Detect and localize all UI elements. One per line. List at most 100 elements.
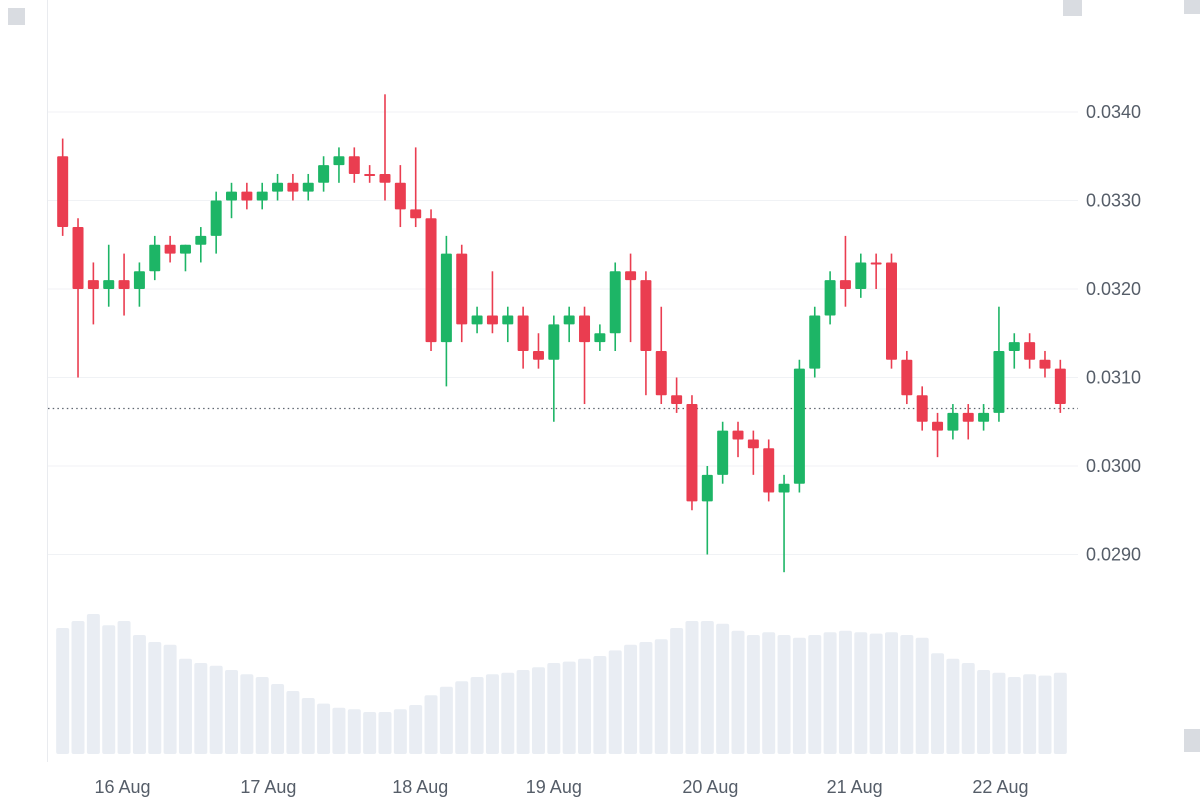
candle-body[interactable] [993,350,1005,413]
volume-bar[interactable] [639,642,653,754]
candle-body[interactable] [732,430,744,440]
volume-bar[interactable] [485,674,499,754]
volume-bar[interactable] [547,663,561,754]
candle-body[interactable] [502,315,514,325]
candle-body[interactable] [625,271,637,281]
volume-bar[interactable] [1053,672,1067,754]
candle-body[interactable] [471,315,483,325]
candle-body[interactable] [379,173,391,183]
candle-body[interactable] [456,253,468,325]
candle-body[interactable] [594,333,606,343]
candle-body[interactable] [348,156,360,174]
candle-body[interactable] [210,200,222,236]
candle-body[interactable] [410,209,422,219]
candle-body[interactable] [425,218,437,343]
volume-bar[interactable] [516,670,530,754]
volume-bar[interactable] [194,663,208,754]
volume-bar[interactable] [900,635,914,754]
volume-bar[interactable] [716,623,730,754]
candle-body[interactable] [885,262,897,360]
volume-bar[interactable] [1007,677,1021,754]
volume-bar[interactable] [332,707,346,754]
volume-bar[interactable] [363,712,377,754]
candle-body[interactable] [839,280,851,289]
volume-bar[interactable] [931,653,945,754]
candle-body[interactable] [87,280,99,289]
volume-bar[interactable] [102,625,116,754]
candle-body[interactable] [364,173,376,176]
volume-bar[interactable] [86,614,100,754]
candle-body[interactable] [809,315,821,369]
candle-body[interactable] [302,182,314,192]
candle-body[interactable] [686,404,698,502]
volume-bar[interactable] [178,658,192,754]
candle-body[interactable] [287,182,299,192]
volume-bar[interactable] [670,628,684,754]
volume-bar[interactable] [209,665,223,754]
candle-body[interactable] [486,315,498,325]
candle-body[interactable] [241,191,253,201]
volume-bar[interactable] [286,691,300,754]
volume-bar[interactable] [823,632,837,754]
candle-body[interactable] [440,253,452,343]
volume-bar[interactable] [562,661,576,754]
volume-bar[interactable] [501,672,515,754]
volume-bar[interactable] [685,621,699,754]
volume-bar[interactable] [961,663,975,754]
volume-bar[interactable] [731,630,745,754]
volume-bar[interactable] [271,684,285,754]
candle-body[interactable] [655,350,667,396]
candle-body[interactable] [778,483,790,493]
candle-body[interactable] [256,191,268,201]
volume-bar[interactable] [884,632,898,754]
volume-bar[interactable] [762,632,776,754]
volume-bar[interactable] [608,650,622,754]
candle-body[interactable] [149,244,161,272]
candle-body[interactable] [932,421,944,431]
volume-bar[interactable] [531,667,545,754]
volume-bar[interactable] [854,632,868,754]
candle-body[interactable] [179,244,191,254]
volume-bar[interactable] [624,644,638,754]
volume-bar[interactable] [301,698,315,754]
candle-body[interactable] [947,412,959,431]
candle-body[interactable] [133,271,145,289]
volume-bar[interactable] [163,644,177,754]
candle-body[interactable] [164,244,176,254]
candle-body[interactable] [609,271,621,334]
volume-bar[interactable] [455,681,469,754]
candle-body[interactable] [640,280,652,351]
candle-body[interactable] [517,315,529,351]
volume-bar[interactable] [117,621,131,754]
candle-body[interactable] [763,448,775,493]
candle-body[interactable] [1054,368,1066,405]
volume-bar[interactable] [578,658,592,754]
volume-bar[interactable] [148,642,162,754]
candle-body[interactable] [57,156,69,228]
volume-bar[interactable] [378,712,392,754]
volume-bar[interactable] [593,656,607,754]
volume-bar[interactable] [56,628,70,754]
volume-bar[interactable] [700,621,714,754]
volume-bar[interactable] [746,635,760,754]
candle-body[interactable] [118,280,130,289]
volume-bar[interactable] [470,677,484,754]
candle-body[interactable] [195,235,207,245]
volume-bar[interactable] [808,635,822,754]
candle-body[interactable] [747,439,759,449]
volume-bar[interactable] [977,670,991,754]
volume-bar[interactable] [946,658,960,754]
candle-body[interactable] [717,430,729,475]
candle-body[interactable] [272,182,284,192]
volume-bar[interactable] [347,709,361,754]
candle-body[interactable] [671,395,683,405]
volume-bar[interactable] [869,633,883,754]
candle-body[interactable] [333,156,345,166]
volume-bar[interactable] [654,639,668,754]
candle-body[interactable] [532,350,544,360]
volume-bar[interactable] [409,705,423,754]
volume-bar[interactable] [439,686,453,754]
volume-bar[interactable] [1023,674,1037,754]
volume-bar[interactable] [915,637,929,754]
